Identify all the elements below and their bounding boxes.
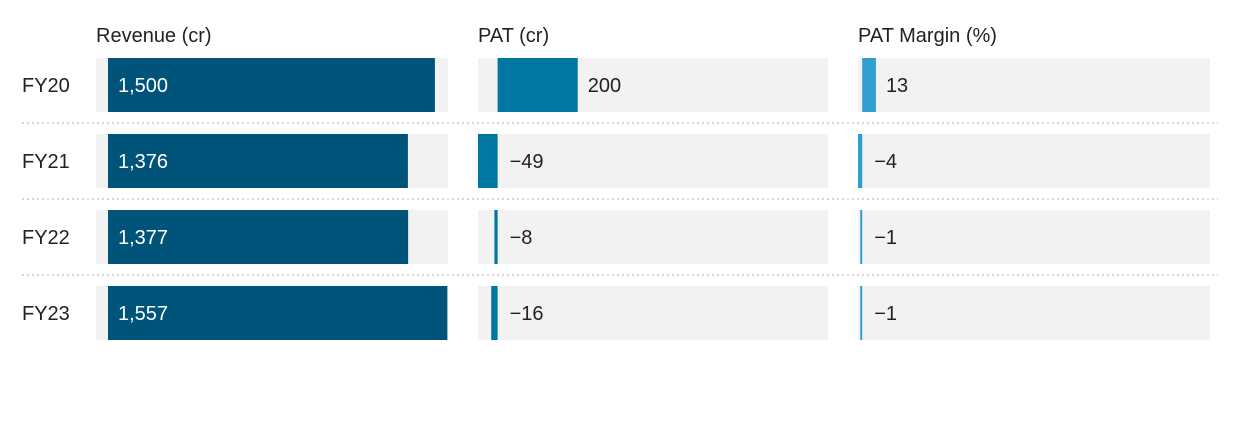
- bar-1: [491, 286, 498, 340]
- data-label: −1: [874, 227, 897, 249]
- bar-track: [858, 210, 1210, 264]
- panel-header-2: PAT Margin (%): [858, 25, 997, 47]
- bar-0: [108, 134, 408, 188]
- bar-track: [478, 134, 828, 188]
- bar-track: [858, 134, 1210, 188]
- bar-track: [858, 286, 1210, 340]
- bar-2: [860, 210, 863, 264]
- data-label: 200: [588, 75, 621, 97]
- bar-0: [108, 210, 409, 264]
- data-label: 1,377: [118, 227, 168, 249]
- bar-2: [862, 58, 876, 112]
- bar-track: [478, 286, 828, 340]
- data-label: 1,376: [118, 151, 168, 173]
- bar-2: [860, 286, 863, 340]
- bar-1: [497, 58, 578, 112]
- data-label: −16: [510, 303, 544, 325]
- data-label: 1,557: [118, 303, 168, 325]
- category-label: FY20: [22, 75, 70, 97]
- data-label: −4: [874, 151, 897, 173]
- bar-track: [858, 58, 1210, 112]
- bar-1: [494, 210, 498, 264]
- bar-2: [858, 134, 863, 188]
- panel-header-1: PAT (cr): [478, 25, 549, 47]
- category-label: FY23: [22, 303, 70, 325]
- bar-track: [478, 210, 828, 264]
- bar-0: [108, 58, 435, 112]
- data-label: 1,500: [118, 75, 168, 97]
- category-label: FY22: [22, 227, 70, 249]
- category-label: FY21: [22, 151, 70, 173]
- bar-0: [108, 286, 448, 340]
- data-label: 13: [886, 75, 908, 97]
- bar-1: [478, 134, 498, 188]
- data-label: −1: [874, 303, 897, 325]
- panel-header-0: Revenue (cr): [96, 25, 212, 47]
- data-label: −49: [510, 151, 544, 173]
- data-label: −8: [510, 227, 533, 249]
